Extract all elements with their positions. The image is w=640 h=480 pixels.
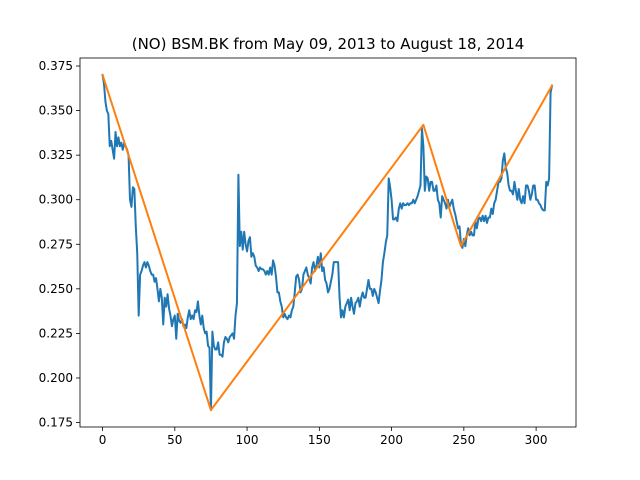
x-tick-label: 50 <box>167 433 182 447</box>
y-tick-label: 0.325 <box>39 148 73 162</box>
x-tick-label: 0 <box>99 433 107 447</box>
series-layer <box>101 73 554 412</box>
y-tick-label: 0.250 <box>39 282 73 296</box>
series-line-zigzag <box>101 73 554 412</box>
x-tick-label: 100 <box>236 433 259 447</box>
y-tick-label: 0.225 <box>39 326 73 340</box>
y-tick-label: 0.300 <box>39 193 73 207</box>
y-tick-label: 0.200 <box>39 371 73 385</box>
y-tick-label: 0.350 <box>39 104 73 118</box>
x-tick-label: 200 <box>380 433 403 447</box>
y-tick-label: 0.375 <box>39 59 73 73</box>
y-tick-label: 0.175 <box>39 416 73 430</box>
chart-title: (NO) BSM.BK from May 09, 2013 to August … <box>132 35 525 53</box>
x-tick-label: 300 <box>525 433 548 447</box>
x-tick-label: 250 <box>452 433 475 447</box>
y-tick-label: 0.275 <box>39 237 73 251</box>
x-axis: 0 50 100 150 200 250 300 <box>99 427 548 447</box>
y-axis: 0.175 0.200 0.225 0.250 0.275 0.300 0.325 0.350… <box>39 59 80 430</box>
x-tick-label: 150 <box>308 433 331 447</box>
series-line-price <box>101 73 554 412</box>
plot-area-frame <box>79 57 577 428</box>
